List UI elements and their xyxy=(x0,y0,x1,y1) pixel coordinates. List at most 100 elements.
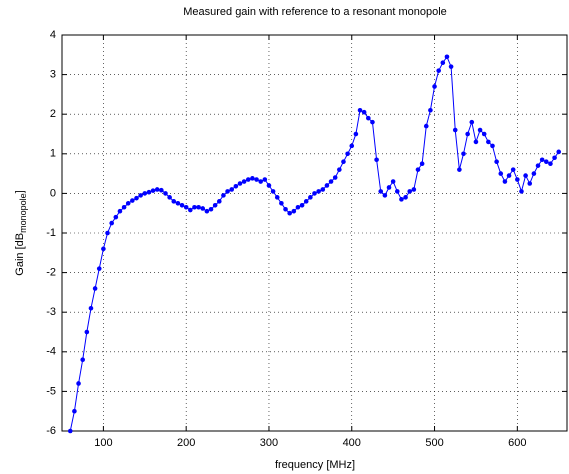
data-point xyxy=(316,189,321,194)
y-axis-label-suffix: ] xyxy=(14,190,26,193)
y-axis-label-subscript: monopole xyxy=(18,193,28,233)
data-point xyxy=(444,54,450,60)
data-point xyxy=(357,107,363,113)
data-point xyxy=(498,171,504,176)
data-point xyxy=(88,305,94,311)
data-point xyxy=(279,201,284,206)
data-point xyxy=(332,175,338,180)
data-point xyxy=(105,230,110,236)
data-point xyxy=(208,206,214,212)
data-point xyxy=(109,220,114,226)
data-point xyxy=(171,199,177,204)
y-tick-label: 3 xyxy=(50,69,56,81)
data-point xyxy=(76,381,81,386)
data-point xyxy=(188,207,193,213)
data-point xyxy=(200,206,206,211)
data-point xyxy=(324,183,330,188)
data-point xyxy=(299,202,305,208)
data-point xyxy=(486,139,491,145)
data-point xyxy=(510,167,516,172)
data-point xyxy=(262,177,268,182)
data-point xyxy=(353,131,359,137)
data-point xyxy=(423,123,429,129)
data-point xyxy=(196,204,201,210)
data-point xyxy=(361,109,367,115)
data-point xyxy=(403,195,408,200)
data-point xyxy=(67,428,73,434)
y-tick-label: -1 xyxy=(46,227,56,239)
data-point xyxy=(142,191,148,196)
data-point xyxy=(287,210,292,216)
data-point xyxy=(539,157,545,163)
data-point xyxy=(241,179,247,184)
data-point xyxy=(225,189,230,194)
data-point xyxy=(544,159,549,165)
data-point xyxy=(556,149,562,155)
data-point xyxy=(494,159,499,165)
y-tick-label: 4 xyxy=(50,29,56,41)
data-point xyxy=(490,143,495,149)
data-point xyxy=(117,208,123,214)
data-point xyxy=(80,357,85,363)
data-point xyxy=(138,193,143,198)
data-point xyxy=(291,208,297,214)
data-point xyxy=(415,167,421,172)
data-point xyxy=(245,177,251,182)
data-point xyxy=(469,119,475,125)
data-point xyxy=(399,197,404,202)
data-point xyxy=(515,177,520,182)
data-point xyxy=(125,201,131,206)
data-point xyxy=(382,193,388,198)
data-point xyxy=(312,191,317,196)
data-point xyxy=(519,189,524,194)
x-tick-label: 100 xyxy=(94,437,112,449)
y-tick-label: -3 xyxy=(46,306,56,318)
data-point xyxy=(183,204,189,210)
y-tick-label: 2 xyxy=(50,108,56,120)
data-point xyxy=(506,173,512,178)
data-point xyxy=(370,119,375,125)
data-point xyxy=(394,189,400,194)
data-point xyxy=(216,199,222,204)
y-tick-label: -5 xyxy=(46,385,56,397)
data-point xyxy=(457,167,462,172)
data-point xyxy=(192,204,197,210)
data-point xyxy=(481,131,487,137)
data-point xyxy=(175,201,181,206)
data-point xyxy=(436,68,441,73)
data-point xyxy=(113,214,119,220)
data-point xyxy=(523,173,528,178)
data-point xyxy=(134,195,139,201)
data-point xyxy=(229,187,235,192)
chart-title: Measured gain with reference to a resona… xyxy=(183,6,447,18)
plot-frame xyxy=(61,34,568,432)
data-point xyxy=(407,189,413,194)
data-point xyxy=(535,163,541,168)
data-point xyxy=(531,171,537,176)
data-point xyxy=(163,191,168,196)
data-point xyxy=(179,202,185,208)
data-point xyxy=(233,183,239,189)
data-point xyxy=(345,151,350,157)
data-point xyxy=(320,187,326,192)
data-point xyxy=(308,195,313,200)
x-tick-label: 500 xyxy=(425,437,443,449)
data-point xyxy=(366,115,371,121)
y-axis-label-text: Gain [dB xyxy=(14,233,26,276)
data-point xyxy=(473,139,479,145)
data-point xyxy=(440,60,446,66)
data-point xyxy=(552,155,557,161)
data-point xyxy=(548,161,553,166)
data-point xyxy=(349,143,355,149)
data-point xyxy=(295,204,301,210)
x-tick-label: 300 xyxy=(260,437,278,449)
y-tick-label: 0 xyxy=(50,187,56,199)
data-point xyxy=(167,195,172,200)
data-point xyxy=(452,127,458,133)
data-point xyxy=(204,208,210,214)
data-point xyxy=(96,266,102,271)
data-point xyxy=(159,187,164,193)
data-point xyxy=(502,179,508,184)
